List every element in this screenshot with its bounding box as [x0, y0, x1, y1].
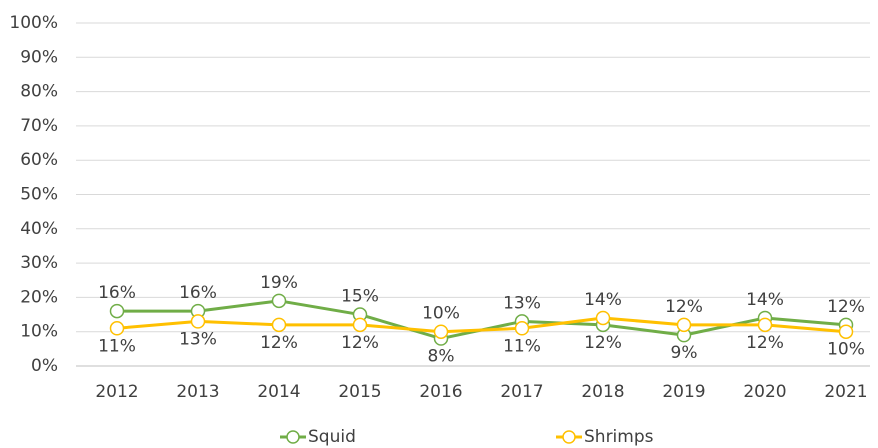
data-label: 12% — [746, 333, 784, 353]
data-label: 11% — [98, 336, 136, 356]
x-tick-label: 2020 — [743, 382, 786, 402]
legend-marker — [286, 430, 300, 444]
y-tick-label: 90% — [20, 47, 58, 67]
data-label: 15% — [341, 287, 379, 307]
data-label: 16% — [98, 283, 136, 303]
y-tick-label: 20% — [20, 287, 58, 307]
data-label: 12% — [827, 297, 865, 317]
point-marker — [352, 317, 368, 333]
y-tick-label: 0% — [31, 356, 58, 376]
data-label: 14% — [584, 290, 622, 310]
y-tick-label: 30% — [20, 253, 58, 273]
point-marker — [433, 324, 449, 339]
y-tick-label: 10% — [20, 322, 58, 342]
y-tick-label: 50% — [20, 185, 58, 205]
data-label: 9% — [671, 343, 698, 363]
data-label: 10% — [827, 340, 865, 360]
legend-label: Shrimps — [584, 427, 654, 447]
data-label: 12% — [665, 297, 703, 317]
x-tick-label: 2016 — [419, 382, 462, 402]
point-marker — [271, 317, 287, 333]
point-marker — [838, 324, 854, 339]
y-tick-label: 40% — [20, 219, 58, 239]
data-label: 16% — [179, 283, 217, 303]
point-marker — [271, 293, 287, 309]
data-label: 12% — [341, 333, 379, 353]
point-marker — [595, 310, 611, 326]
data-label: 11% — [503, 336, 541, 356]
point-marker — [109, 303, 125, 319]
x-tick-label: 2013 — [176, 382, 219, 402]
x-tick-label: 2017 — [500, 382, 543, 402]
point-marker — [109, 321, 125, 336]
point-marker — [757, 317, 773, 333]
y-tick-label: 70% — [20, 116, 58, 136]
data-label: 12% — [584, 333, 622, 353]
series-line — [116, 316, 847, 334]
y-tick-label: 100% — [9, 13, 58, 33]
data-label: 10% — [422, 304, 460, 324]
data-label: 13% — [179, 329, 217, 349]
data-label: 8% — [428, 347, 455, 367]
series-line — [117, 299, 847, 341]
x-tick-label: 2012 — [95, 382, 138, 402]
point-marker — [514, 321, 530, 336]
x-tick-label: 2015 — [338, 382, 381, 402]
point-marker — [190, 314, 206, 329]
x-tick-label: 2018 — [581, 382, 624, 402]
data-label: 14% — [746, 290, 784, 310]
y-tick-label: 60% — [20, 150, 58, 170]
y-tick-label: 80% — [20, 82, 58, 102]
legend-label: Squid — [308, 427, 356, 447]
x-tick-label: 2021 — [824, 382, 867, 402]
x-tick-label: 2014 — [257, 382, 300, 402]
point-marker — [676, 317, 692, 333]
data-label: 19% — [260, 273, 298, 293]
data-label: 12% — [260, 333, 298, 353]
x-tick-label: 2019 — [662, 382, 705, 402]
legend-marker — [562, 430, 576, 444]
data-label: 13% — [503, 293, 541, 313]
